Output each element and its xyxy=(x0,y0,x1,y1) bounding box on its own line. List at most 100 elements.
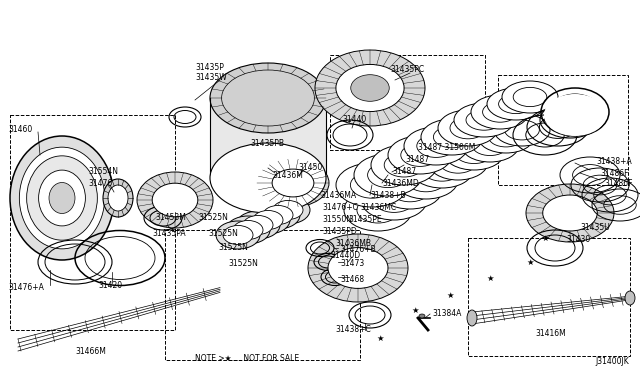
Text: 31453M: 31453M xyxy=(155,214,186,222)
Ellipse shape xyxy=(526,184,614,242)
Ellipse shape xyxy=(411,152,473,188)
Text: 31440: 31440 xyxy=(342,115,366,125)
Text: 31384A: 31384A xyxy=(432,308,461,317)
Text: ★: ★ xyxy=(486,273,493,282)
Ellipse shape xyxy=(256,201,300,229)
Ellipse shape xyxy=(466,110,502,130)
Text: ★: ★ xyxy=(541,234,548,243)
Text: J31400JK: J31400JK xyxy=(595,357,628,366)
Text: 31438+A: 31438+A xyxy=(596,157,632,167)
Ellipse shape xyxy=(210,63,326,133)
Ellipse shape xyxy=(108,185,128,211)
Ellipse shape xyxy=(504,120,540,140)
Ellipse shape xyxy=(27,156,97,240)
Text: 31486F: 31486F xyxy=(600,169,628,177)
Text: 31476+C: 31476+C xyxy=(322,202,358,212)
Ellipse shape xyxy=(444,136,504,170)
Text: 31436MD: 31436MD xyxy=(382,179,419,187)
Text: 31476: 31476 xyxy=(88,179,112,187)
Text: 31436MA: 31436MA xyxy=(320,190,356,199)
Text: 31525N: 31525N xyxy=(198,214,228,222)
Text: 31487: 31487 xyxy=(405,155,429,164)
Ellipse shape xyxy=(226,216,270,244)
Ellipse shape xyxy=(390,178,430,202)
Text: 31438+B: 31438+B xyxy=(370,190,406,199)
Ellipse shape xyxy=(406,168,446,192)
Text: 31487: 31487 xyxy=(392,167,416,176)
Text: 31435PC: 31435PC xyxy=(390,65,424,74)
Ellipse shape xyxy=(467,310,477,326)
Ellipse shape xyxy=(223,225,253,244)
Text: ★: ★ xyxy=(526,257,534,266)
Ellipse shape xyxy=(502,81,558,113)
Ellipse shape xyxy=(471,95,529,129)
Text: 31468: 31468 xyxy=(340,275,364,283)
Ellipse shape xyxy=(499,94,533,113)
Ellipse shape xyxy=(152,183,198,217)
Ellipse shape xyxy=(543,195,597,231)
Ellipse shape xyxy=(417,135,455,157)
Ellipse shape xyxy=(351,75,389,101)
Ellipse shape xyxy=(336,64,404,112)
Text: 31435U: 31435U xyxy=(580,222,610,231)
Ellipse shape xyxy=(371,145,437,185)
Ellipse shape xyxy=(49,183,75,214)
Ellipse shape xyxy=(544,94,606,136)
Ellipse shape xyxy=(388,136,452,174)
Ellipse shape xyxy=(357,197,399,223)
Text: 31438+C: 31438+C xyxy=(335,326,371,334)
Ellipse shape xyxy=(625,291,635,305)
Ellipse shape xyxy=(513,87,547,107)
Text: 31450: 31450 xyxy=(298,164,323,173)
Ellipse shape xyxy=(236,211,280,239)
Ellipse shape xyxy=(308,234,408,302)
Text: ★: ★ xyxy=(376,334,384,343)
Text: NOTE >★.... NOT FOR SALE: NOTE >★.... NOT FOR SALE xyxy=(195,353,299,362)
Text: ★: ★ xyxy=(446,291,454,299)
Ellipse shape xyxy=(478,121,534,153)
Text: 31473: 31473 xyxy=(340,260,364,269)
Ellipse shape xyxy=(433,126,470,148)
Ellipse shape xyxy=(450,117,486,139)
Text: 31440D: 31440D xyxy=(330,250,360,260)
Ellipse shape xyxy=(336,163,408,207)
Ellipse shape xyxy=(344,189,412,231)
Ellipse shape xyxy=(487,88,545,120)
Text: ★: ★ xyxy=(412,305,419,314)
Ellipse shape xyxy=(210,143,326,213)
Ellipse shape xyxy=(438,110,498,146)
Text: 31435PB: 31435PB xyxy=(250,138,284,148)
Ellipse shape xyxy=(315,50,425,126)
Ellipse shape xyxy=(454,103,514,137)
Text: 31486F: 31486F xyxy=(604,179,632,187)
Text: 31435PE: 31435PE xyxy=(348,215,381,224)
Ellipse shape xyxy=(243,215,273,234)
Ellipse shape xyxy=(257,159,329,207)
Ellipse shape xyxy=(246,206,290,234)
Ellipse shape xyxy=(494,114,550,146)
Ellipse shape xyxy=(354,154,422,196)
Text: 31476+B: 31476+B xyxy=(340,246,376,254)
Text: 31430: 31430 xyxy=(566,235,590,244)
Ellipse shape xyxy=(10,136,114,260)
Ellipse shape xyxy=(374,187,415,212)
Ellipse shape xyxy=(253,211,283,230)
Text: 31435PD: 31435PD xyxy=(322,228,356,237)
Ellipse shape xyxy=(483,102,517,122)
Ellipse shape xyxy=(472,134,508,155)
Ellipse shape xyxy=(328,248,388,288)
Ellipse shape xyxy=(216,221,260,249)
Text: 31435P: 31435P xyxy=(195,64,224,73)
Ellipse shape xyxy=(233,221,263,240)
Text: 31550N: 31550N xyxy=(322,215,352,224)
Ellipse shape xyxy=(461,128,519,162)
Text: 31416M: 31416M xyxy=(535,328,566,337)
Text: 31466M: 31466M xyxy=(75,347,106,356)
Ellipse shape xyxy=(378,171,442,209)
Text: 31525N: 31525N xyxy=(228,260,258,269)
Text: 31460: 31460 xyxy=(8,125,32,135)
Ellipse shape xyxy=(384,153,424,177)
Text: 31420: 31420 xyxy=(98,280,122,289)
Text: 31436M: 31436M xyxy=(272,170,303,180)
Ellipse shape xyxy=(394,161,458,199)
